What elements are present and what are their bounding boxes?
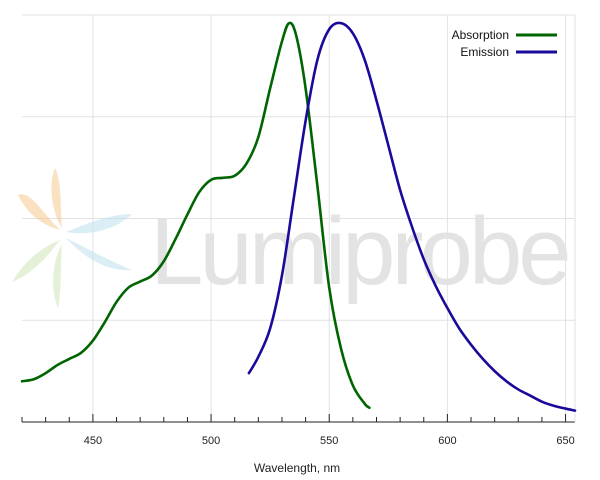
watermark: Lumiprobe — [12, 168, 572, 308]
series-lines — [20, 21, 577, 412]
legend-label-absorption: Absorption — [452, 28, 509, 42]
x-tick-label: 500 — [202, 435, 220, 447]
x-axis: 450 500 550 600 650 — [21, 15, 576, 447]
x-tick-label: 450 — [84, 435, 102, 447]
legend: Absorption Emission — [452, 28, 557, 59]
watermark-text: Lumiprobe — [150, 198, 568, 305]
series-line-absorption — [20, 21, 371, 410]
x-tick-label: 650 — [556, 435, 574, 447]
watermark-logo-icon — [12, 168, 132, 308]
legend-label-emission: Emission — [460, 45, 509, 59]
x-tick-label: 600 — [438, 435, 456, 447]
x-tick-label: 550 — [320, 435, 338, 447]
series-line-emission — [247, 21, 577, 412]
x-axis-title: Wavelength, nm — [254, 461, 340, 475]
